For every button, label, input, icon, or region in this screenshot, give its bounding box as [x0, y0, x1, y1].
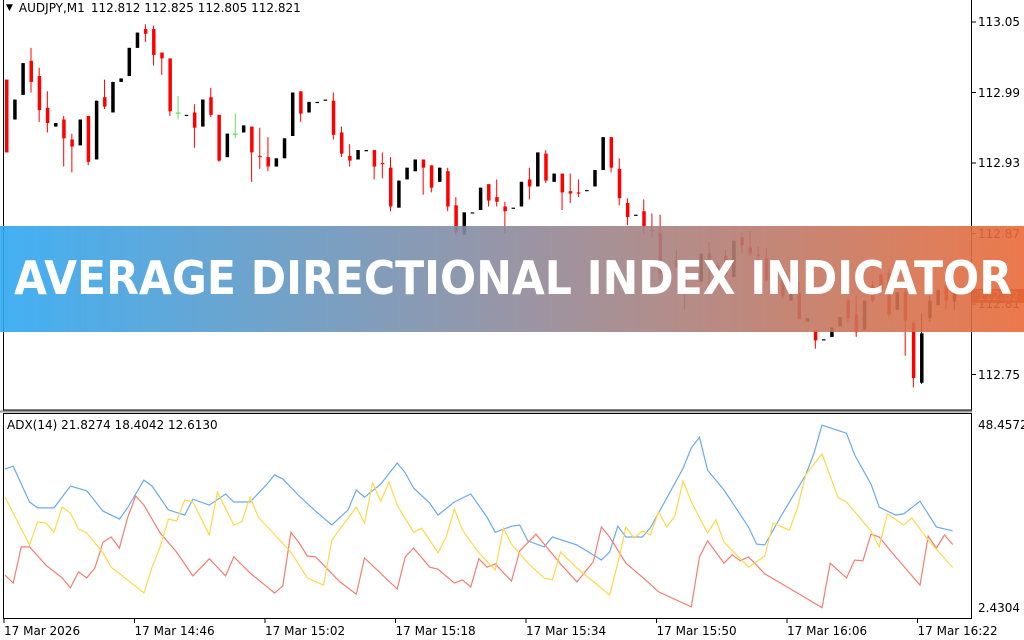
- minus-di-line: [4, 452, 954, 597]
- price-axis-label: 112.99: [978, 85, 1020, 100]
- price-axis-label: 112.93: [978, 156, 1020, 170]
- time-axis-label: 17 Mar 15:02: [265, 624, 346, 638]
- banner-title: AVERAGE DIRECTIONAL INDEX INDICATOR: [14, 251, 1012, 305]
- price-axis-label: 112.75: [978, 367, 1020, 382]
- chart-header: ▼ AUDJPY,M1 112.812 112.825 112.805 112.…: [6, 1, 301, 15]
- adx-indicator-lines: [4, 424, 954, 609]
- indicator-axis-min: 2.4304: [978, 601, 1020, 615]
- title-banner: AVERAGE DIRECTIONAL INDEX INDICATOR: [0, 226, 1024, 332]
- time-axis-label: 17 Mar 14:46: [134, 624, 215, 638]
- candlestick-series: [5, 24, 957, 388]
- time-axis-ticks: [3, 619, 918, 623]
- plus-di-line: [4, 494, 954, 609]
- time-axis-label: 17 Mar 2026: [4, 624, 81, 638]
- time-axis-label: 17 Mar 16:06: [787, 624, 868, 638]
- time-axis-label: 17 Mar 16:22: [917, 624, 998, 638]
- time-axis-label: 17 Mar 15:34: [526, 624, 607, 638]
- ohlc-values: 112.812 112.825 112.805 112.821: [90, 1, 301, 15]
- indicator-pane-frame: [3, 413, 972, 619]
- time-axis-label: 17 Mar 15:18: [395, 624, 476, 638]
- main-pane-frame: [3, 0, 972, 411]
- time-axis-label: 17 Mar 15:50: [656, 624, 737, 638]
- adx-line: [4, 424, 953, 561]
- triangle-down-icon[interactable]: ▼: [6, 3, 13, 13]
- indicator-axis-max: 48.4572: [978, 418, 1024, 432]
- price-axis-label: 113.05: [978, 15, 1020, 29]
- indicator-label: ADX(14) 21.8274 18.4042 12.6130: [7, 418, 218, 432]
- symbol-label: AUDJPY,M1: [18, 1, 85, 15]
